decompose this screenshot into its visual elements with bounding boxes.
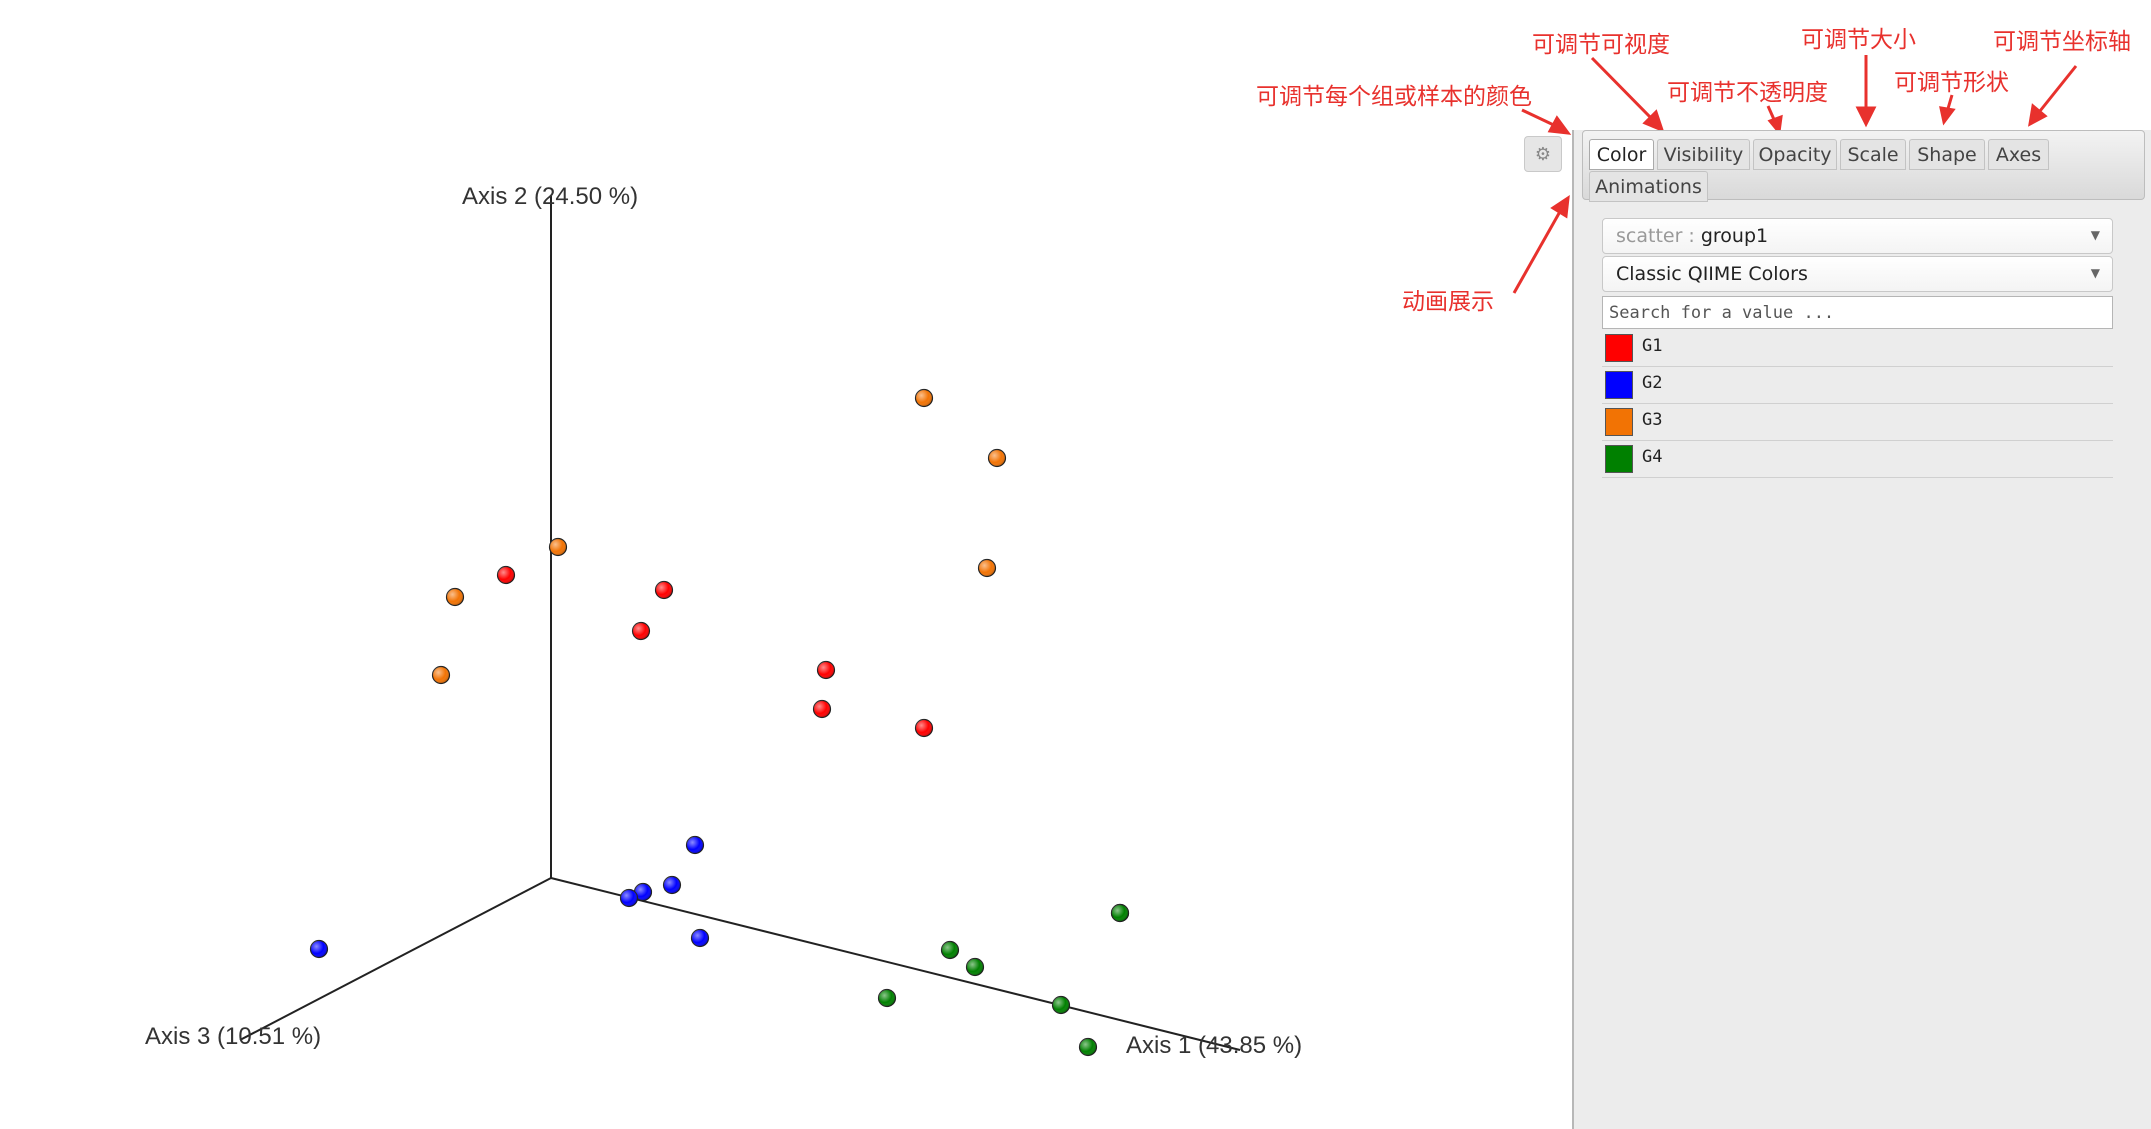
search-input[interactable] — [1602, 296, 2113, 329]
annotation-shape: 可调节形状 — [1894, 70, 2009, 96]
point-g4[interactable] — [877, 988, 897, 1008]
annotation-animations: 动画展示 — [1402, 289, 1494, 315]
tab-axes[interactable]: Axes — [1988, 139, 2049, 170]
chevron-down-icon: ▼ — [2090, 228, 2100, 242]
point-g3[interactable] — [977, 558, 997, 578]
colormap-select[interactable]: Classic QIIME Colors ▼ — [1602, 256, 2113, 292]
arrow-to-opacity-tab — [1766, 105, 1778, 125]
annotation-visibility: 可调节可视度 — [1532, 32, 1670, 58]
color-swatch-g1[interactable] — [1605, 334, 1633, 362]
tab-opacity[interactable]: Opacity — [1753, 139, 1837, 170]
color-swatch-g4[interactable] — [1605, 445, 1633, 473]
group-label: G1 — [1642, 336, 1663, 356]
category-select[interactable]: scatter : group1 ▼ — [1602, 218, 2113, 254]
axis-3-label: Axis 3 (10.51 %) — [145, 1023, 321, 1050]
tab-color[interactable]: Color — [1589, 139, 1654, 170]
axis-1-line — [550, 877, 1241, 1051]
point-g3[interactable] — [431, 665, 451, 685]
annotation-axes: 可调节坐标轴 — [1993, 29, 2131, 55]
point-g3[interactable] — [914, 388, 934, 408]
point-g1[interactable] — [816, 660, 836, 680]
tabs-bar: Color Visibility Opacity Scale Shape Axe… — [1582, 130, 2145, 202]
group-row-g4[interactable]: G4 — [1602, 441, 2113, 478]
control-panel: Color Visibility Opacity Scale Shape Axe… — [1572, 130, 2151, 1129]
point-g4[interactable] — [965, 957, 985, 977]
arrow-to-axes-tab — [2034, 65, 2078, 117]
point-g4[interactable] — [1110, 903, 1130, 923]
arrow-head-icon — [1939, 106, 1956, 126]
arrow-head-icon — [2028, 103, 2048, 127]
category-select-value: group1 — [1700, 225, 1769, 247]
point-g2[interactable] — [690, 928, 710, 948]
point-g2[interactable] — [619, 888, 639, 908]
group-label: G2 — [1642, 373, 1663, 393]
category-select-prefix: scatter : — [1616, 225, 1695, 247]
color-swatch-g2[interactable] — [1605, 371, 1633, 399]
point-g3[interactable] — [987, 448, 1007, 468]
gear-icon: ⚙ — [1534, 143, 1552, 165]
group-label: G3 — [1642, 410, 1663, 430]
point-g3[interactable] — [445, 587, 465, 607]
point-g1[interactable] — [631, 621, 651, 641]
point-g4[interactable] — [1051, 995, 1071, 1015]
arrow-to-visibility-tab — [1590, 56, 1657, 124]
settings-gear-button[interactable]: ⚙ — [1524, 136, 1562, 172]
arrow-head-icon — [1642, 109, 1665, 133]
axis-2-label: Axis 2 (24.50 %) — [462, 183, 638, 210]
tab-visibility[interactable]: Visibility — [1657, 139, 1750, 170]
tab-scale[interactable]: Scale — [1840, 139, 1906, 170]
axis-1-label: Axis 1 (43.85 %) — [1126, 1032, 1302, 1059]
point-g4[interactable] — [1078, 1037, 1098, 1057]
annotation-scale: 可调节大小 — [1801, 27, 1916, 53]
annotation-color: 可调节每个组或样本的颜色 — [1256, 84, 1532, 110]
scatter-3d-canvas[interactable]: Axis 2 (24.50 %) Axis 1 (43.85 %) Axis 3… — [0, 0, 1572, 1129]
colormap-select-value: Classic QIIME Colors — [1616, 263, 1808, 285]
point-g1[interactable] — [654, 580, 674, 600]
color-swatch-g3[interactable] — [1605, 408, 1633, 436]
point-g1[interactable] — [496, 565, 516, 585]
point-g2[interactable] — [662, 875, 682, 895]
point-g2[interactable] — [685, 835, 705, 855]
chevron-down-icon: ▼ — [2090, 266, 2100, 280]
tab-animations[interactable]: Animations — [1589, 171, 1708, 202]
group-row-g3[interactable]: G3 — [1602, 404, 2113, 441]
emperor-plot-area[interactable]: Axis 2 (24.50 %) Axis 1 (43.85 %) Axis 3… — [0, 0, 1572, 1129]
annotation-opacity: 可调节不透明度 — [1667, 80, 1828, 106]
point-g2[interactable] — [309, 939, 329, 959]
point-g3[interactable] — [548, 537, 568, 557]
point-g4[interactable] — [940, 940, 960, 960]
tab-shape[interactable]: Shape — [1909, 139, 1985, 170]
point-g1[interactable] — [914, 718, 934, 738]
group-row-g1[interactable]: G1 — [1602, 330, 2113, 367]
group-row-g2[interactable]: G2 — [1602, 367, 2113, 404]
arrow-to-shape-tab — [1945, 94, 1954, 113]
arrow-head-icon — [1855, 106, 1877, 128]
point-g1[interactable] — [812, 699, 832, 719]
axis-3-line — [239, 877, 552, 1041]
group-label: G4 — [1642, 447, 1663, 467]
